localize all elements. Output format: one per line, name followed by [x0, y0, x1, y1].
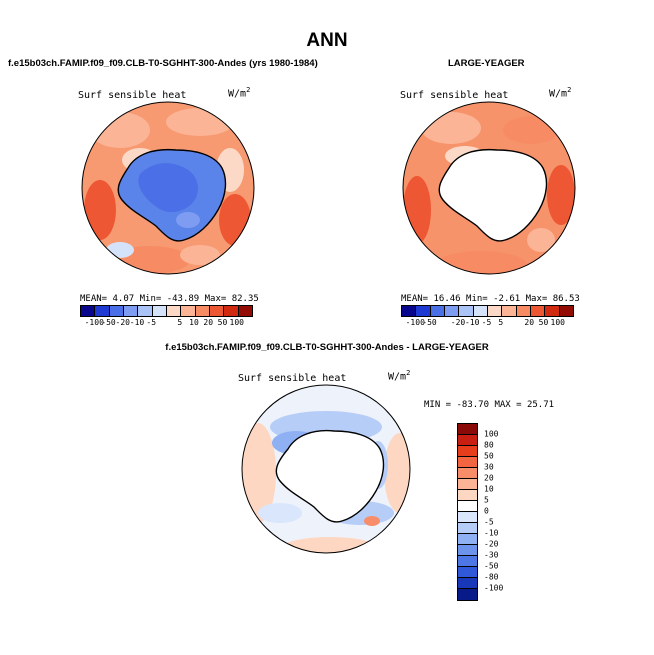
colorbar-swatch — [458, 512, 477, 523]
colorbar-swatch — [416, 306, 431, 316]
colorbar-tick-label: -5 — [146, 318, 157, 327]
diff-colorbar-ticks: 100 80 50 30 20 10 5 0 -5 -10 -20 -30 -50 -80 -100 — [484, 423, 524, 599]
diff-colorbar — [457, 423, 478, 601]
colorbar-swatch — [458, 457, 477, 468]
colorbar-swatch — [458, 523, 477, 534]
colorbar-swatch — [458, 468, 477, 479]
colorbar-tick-label: -5 — [481, 318, 492, 327]
colorbar-swatch — [181, 306, 196, 316]
colorbar-swatch — [502, 306, 517, 316]
obs-colorbar — [401, 305, 574, 317]
colorbar-tick-label: -10 — [484, 528, 499, 538]
model-colorbar-ticks: -100 -50 -20 -10 -5 5 10 20 50 100 — [80, 318, 251, 328]
colorbar-swatch — [545, 306, 560, 316]
colorbar-swatch — [458, 578, 477, 589]
model-colorbar — [80, 305, 253, 317]
colorbar-swatch — [458, 556, 477, 567]
colorbar-swatch — [458, 501, 477, 512]
colorbar-swatch — [458, 589, 477, 600]
diff-polar-map — [241, 384, 411, 554]
colorbar-tick-label: 100 — [484, 429, 499, 439]
colorbar-tick-label: -10 — [129, 318, 145, 327]
colorbar-swatch — [516, 306, 531, 316]
colorbar-tick-label: 10 — [189, 318, 199, 327]
colorbar-tick-label: -50 — [422, 318, 437, 327]
colorbar-swatch — [458, 490, 477, 501]
diff-variable-label: Surf sensible heat — [238, 373, 347, 384]
colorbar-swatch — [238, 306, 252, 316]
colorbar-swatch — [109, 306, 124, 316]
model-stats: MEAN= 4.07 Min= -43.89 Max= 82.35 — [80, 294, 259, 304]
colorbar-swatch — [195, 306, 210, 316]
obs-variable-label: Surf sensible heat — [400, 90, 509, 101]
colorbar-tick-label: -20 — [450, 318, 466, 327]
colorbar-swatch — [473, 306, 488, 316]
colorbar-tick-label: 80 — [484, 440, 494, 450]
colorbar-swatch — [458, 435, 477, 446]
colorbar-swatch — [458, 446, 477, 457]
colorbar-tick-label: -20 — [115, 318, 130, 327]
model-units: W/m2 — [228, 86, 251, 100]
colorbar-tick-label: 5 — [484, 495, 489, 505]
colorbar-swatch — [458, 534, 477, 545]
diff-units: W/m2 — [388, 369, 411, 383]
colorbar-tick-label: -80 — [484, 572, 499, 582]
colorbar-tick-label: -50 — [101, 318, 116, 327]
colorbar-tick-label: 5 — [177, 318, 183, 327]
model-variable-label: Surf sensible heat — [78, 90, 187, 101]
colorbar-tick-label: 100 — [550, 318, 565, 327]
colorbar-tick-label: 100 — [229, 318, 244, 327]
colorbar-tick-label: 50 — [217, 318, 228, 327]
colorbar-swatch — [166, 306, 182, 316]
colorbar-tick-label: 20 — [203, 318, 214, 327]
colorbar-swatch — [444, 306, 460, 316]
colorbar-tick-label: 20 — [524, 318, 535, 327]
model-polar-map — [81, 101, 255, 275]
colorbar-swatch — [458, 567, 477, 578]
colorbar-tick-label: -100 — [405, 318, 425, 327]
colorbar-swatch — [458, 479, 477, 490]
colorbar-tick-label: 20 — [484, 473, 494, 483]
colorbar-swatch — [209, 306, 225, 316]
colorbar-tick-label: -5 — [484, 517, 494, 527]
colorbar-tick-label: -100 — [484, 583, 504, 593]
colorbar-tick-label: 5 — [498, 318, 504, 327]
colorbar-swatch — [402, 306, 417, 316]
colorbar-tick-label: -10 — [465, 318, 480, 327]
colorbar-tick-label: -50 — [484, 561, 499, 571]
colorbar-tick-label: -30 — [484, 550, 499, 560]
colorbar-swatch — [138, 306, 153, 316]
model-panel-title: f.e15b03ch.FAMIP.f09_f09.CLB-T0-SGHHT-30… — [8, 58, 318, 69]
colorbar-swatch — [95, 306, 110, 316]
obs-stats: MEAN= 16.46 Min= -2.61 Max= 86.53 — [401, 294, 580, 304]
colorbar-swatch — [458, 545, 477, 556]
colorbar-tick-label: 50 — [484, 451, 494, 461]
diff-panel-title: f.e15b03ch.FAMIP.f09_f09.CLB-T0-SGHHT-30… — [165, 342, 489, 353]
colorbar-tick-label: 30 — [484, 462, 494, 472]
main-title: ANN — [306, 30, 348, 51]
colorbar-tick-label: 0 — [484, 506, 489, 516]
colorbar-tick-label: -20 — [484, 539, 499, 549]
colorbar-swatch — [123, 306, 139, 316]
colorbar-tick-label: 50 — [538, 318, 549, 327]
colorbar-swatch — [487, 306, 503, 316]
obs-polar-map — [402, 101, 576, 275]
colorbar-swatch — [458, 424, 477, 435]
colorbar-swatch — [81, 306, 96, 316]
colorbar-swatch — [430, 306, 445, 316]
diff-stats: MIN = -83.70 MAX = 25.71 — [424, 400, 555, 410]
colorbar-tick-label: 10 — [484, 484, 494, 494]
obs-colorbar-ticks: -100 -50 -20 -10 -5 5 20 50 100 — [401, 318, 572, 328]
colorbar-swatch — [224, 306, 239, 316]
obs-units: W/m2 — [549, 86, 572, 100]
colorbar-tick-label: -100 — [84, 318, 104, 327]
colorbar-swatch — [459, 306, 474, 316]
obs-panel-title: LARGE-YEAGER — [448, 58, 525, 69]
colorbar-swatch — [559, 306, 573, 316]
colorbar-swatch — [530, 306, 546, 316]
colorbar-swatch — [152, 306, 167, 316]
